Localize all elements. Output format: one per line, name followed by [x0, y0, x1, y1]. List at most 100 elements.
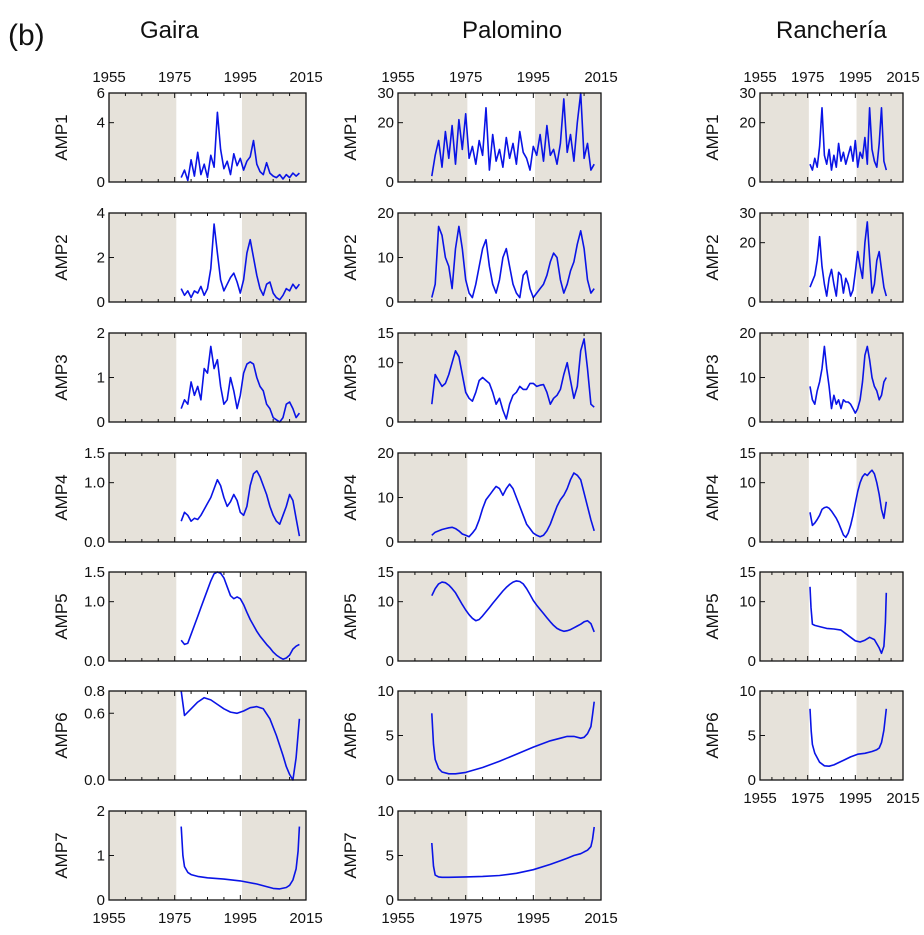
- shaded-period: [535, 453, 601, 542]
- shaded-period: [760, 691, 809, 780]
- y-tick-label: 0.0: [84, 653, 105, 670]
- y-axis-label: AMP6: [52, 712, 71, 758]
- shaded-period: [109, 213, 177, 302]
- y-tick-label: 0: [748, 772, 756, 789]
- y-axis-label: AMP5: [703, 593, 722, 639]
- y-tick-label: 5: [386, 728, 394, 745]
- series-line-amp6: [180, 690, 301, 781]
- series-line-amp7: [180, 826, 301, 890]
- y-axis-label: AMP4: [52, 474, 71, 520]
- y-tick-label: 30: [377, 85, 394, 102]
- y-tick-label: 30: [739, 85, 756, 102]
- shaded-period: [535, 333, 601, 422]
- y-tick-label: 10: [739, 683, 756, 700]
- y-axis-label: AMP3: [52, 354, 71, 400]
- shaded-period: [398, 453, 468, 542]
- y-tick-label: 10: [377, 355, 394, 372]
- y-tick-label: 0: [97, 294, 105, 311]
- chart-title: Ranchería: [776, 17, 887, 44]
- y-tick-label: 15: [377, 325, 394, 342]
- y-axis-label: AMP6: [703, 712, 722, 758]
- shaded-period: [760, 453, 809, 542]
- shaded-period: [241, 333, 306, 422]
- series-line-amp2: [809, 221, 888, 297]
- y-tick-label: 15: [377, 564, 394, 581]
- y-tick-label: 1.5: [84, 564, 105, 581]
- x-tick-label-bottom: 1955: [92, 910, 125, 927]
- y-tick-label: 10: [739, 475, 756, 492]
- y-tick-label: 0: [97, 892, 105, 909]
- x-tick-label-bottom: 2015: [886, 790, 919, 807]
- y-axis-label: AMP5: [341, 593, 360, 639]
- x-tick-label-top: 1995: [839, 69, 872, 86]
- series-line-amp5: [809, 586, 888, 655]
- shaded-period: [535, 811, 601, 900]
- shaded-period: [760, 93, 809, 182]
- y-tick-label: 2: [97, 325, 105, 342]
- x-tick-label-top: 1955: [743, 69, 776, 86]
- y-tick-label: 0.0: [84, 772, 105, 789]
- shaded-period: [241, 453, 306, 542]
- y-tick-label: 5: [748, 728, 756, 745]
- y-axis-label: AMP3: [341, 354, 360, 400]
- series-line-amp1: [180, 111, 300, 182]
- y-tick-label: 0: [386, 892, 394, 909]
- y-axis-label: AMP1: [703, 114, 722, 160]
- y-tick-label: 20: [377, 445, 394, 462]
- y-axis-label: AMP1: [341, 114, 360, 160]
- y-axis-label: AMP2: [52, 234, 71, 280]
- series-line-amp2: [180, 223, 301, 301]
- series-line-amp5: [180, 571, 300, 661]
- series-line-amp6: [809, 708, 888, 768]
- x-tick-label-bottom: 1975: [158, 910, 191, 927]
- y-tick-label: 20: [739, 325, 756, 342]
- shaded-period: [760, 572, 809, 661]
- y-tick-label: 2: [97, 250, 105, 267]
- y-tick-label: 0: [748, 534, 756, 551]
- shaded-period: [856, 572, 903, 661]
- series-line-amp4: [180, 469, 301, 537]
- shaded-period: [109, 572, 177, 661]
- y-tick-label: 1: [97, 848, 105, 865]
- y-tick-label: 6: [97, 85, 105, 102]
- chart-title: Gaira: [140, 17, 199, 44]
- shaded-period: [760, 213, 809, 302]
- x-tick-label-top: 2015: [886, 69, 919, 86]
- y-tick-label: 0: [748, 653, 756, 670]
- y-tick-label: 2: [97, 803, 105, 820]
- y-tick-label: 10: [377, 803, 394, 820]
- y-tick-label: 0: [386, 772, 394, 789]
- shaded-period: [109, 453, 177, 542]
- y-tick-label: 10: [377, 594, 394, 611]
- y-tick-label: 0.0: [84, 534, 105, 551]
- shaded-period: [109, 333, 177, 422]
- y-axis-label: AMP2: [703, 234, 722, 280]
- y-tick-label: 20: [739, 115, 756, 132]
- y-axis-label: AMP2: [341, 234, 360, 280]
- subplot-amp5: 0 10 15 AMP5: [703, 564, 904, 670]
- series-line-amp5: [431, 580, 595, 633]
- y-tick-label: 1.5: [84, 445, 105, 462]
- x-tick-label-bottom: 1955: [743, 790, 776, 807]
- x-tick-label-bottom: 1975: [791, 790, 824, 807]
- x-tick-label-bottom: 1995: [224, 910, 257, 927]
- x-tick-label-top: 1955: [92, 69, 125, 86]
- subplot-amp2: 0 10 20 AMP2: [341, 205, 602, 311]
- subplot-amp4: 0 10 15 AMP4: [703, 445, 904, 551]
- shaded-period: [398, 213, 468, 302]
- x-tick-label-bottom: 2015: [289, 910, 322, 927]
- shaded-period: [241, 572, 306, 661]
- y-tick-label: 4: [97, 115, 105, 132]
- y-tick-label: 10: [739, 594, 756, 611]
- subplot-amp1: 0 20 30 AMP1: [703, 85, 904, 191]
- subplot-amp7: 0 1 2 AMP7: [52, 803, 307, 909]
- series-line-amp1: [431, 92, 595, 177]
- shaded-period: [535, 691, 601, 780]
- series-line-amp4: [431, 472, 595, 538]
- shaded-period: [856, 333, 903, 422]
- shaded-period: [241, 93, 306, 182]
- shaded-period: [535, 213, 601, 302]
- subplot-amp5: 0 10 15 AMP5: [341, 564, 602, 670]
- subplot-amp6: 0 5 10 AMP6: [703, 683, 904, 789]
- series-line-amp6: [431, 701, 595, 775]
